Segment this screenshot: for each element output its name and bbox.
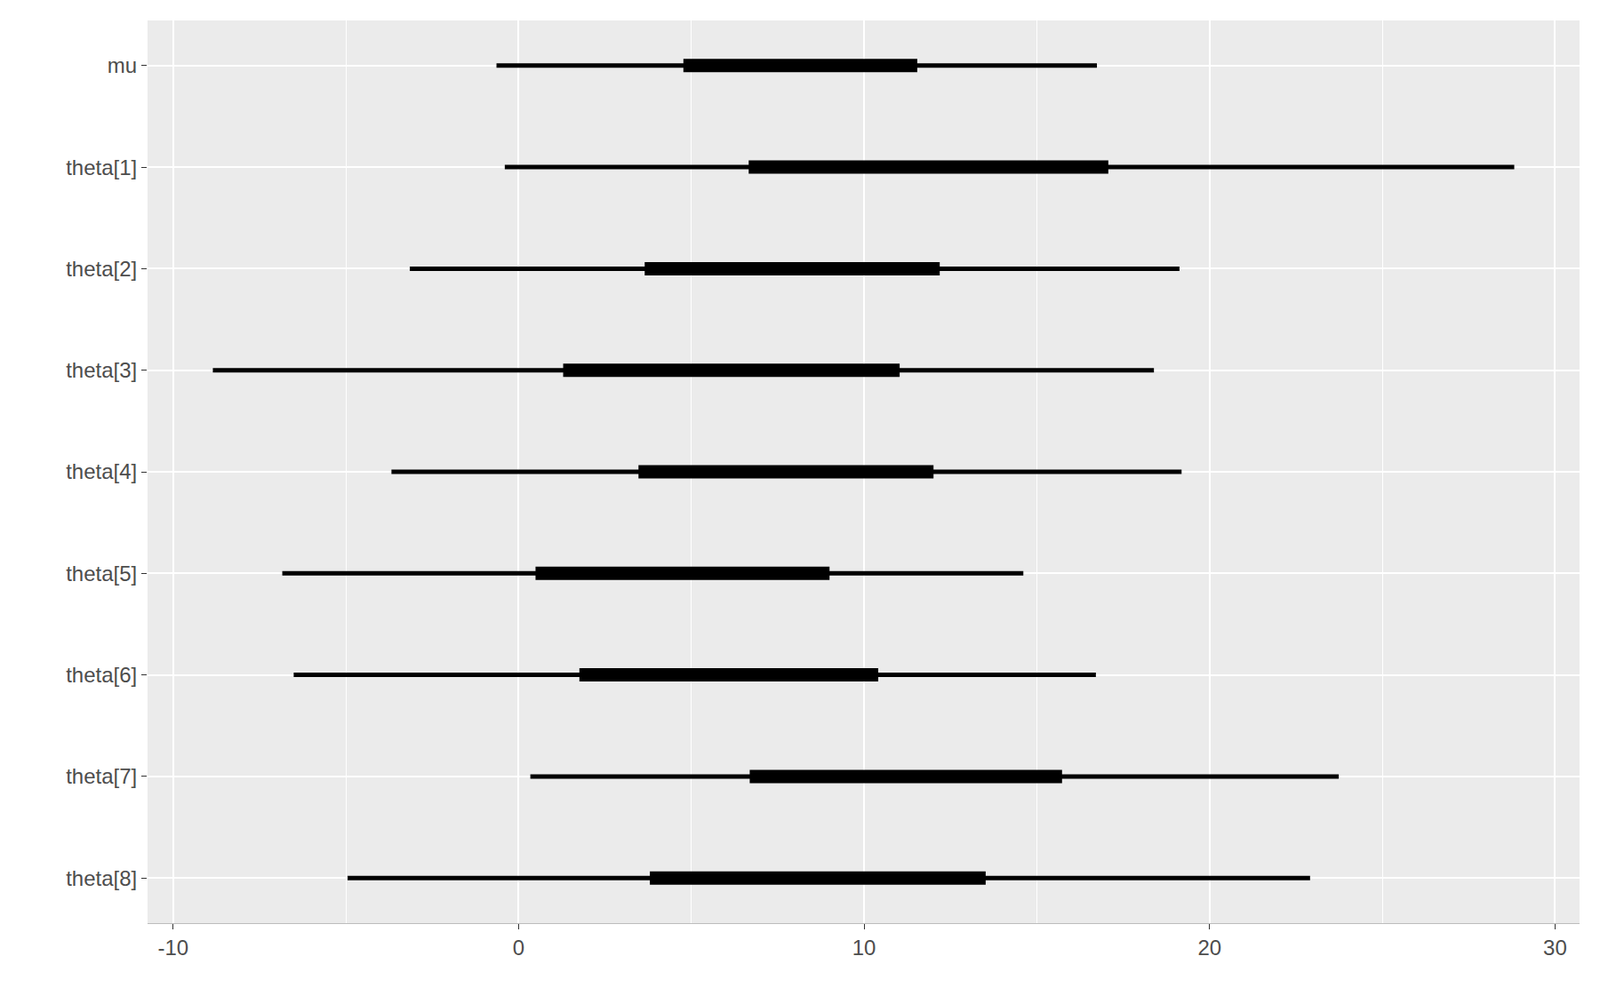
svg-text:theta[6]: theta[6]	[65, 663, 137, 688]
svg-text:0: 0	[512, 936, 525, 960]
svg-text:30: 30	[1543, 936, 1568, 960]
svg-text:-10: -10	[157, 936, 189, 960]
svg-text:theta[3]: theta[3]	[65, 358, 137, 383]
svg-text:theta[1]: theta[1]	[65, 155, 137, 180]
svg-text:theta[5]: theta[5]	[65, 561, 137, 586]
svg-text:10: 10	[852, 936, 877, 960]
svg-text:20: 20	[1197, 936, 1222, 960]
svg-text:theta[4]: theta[4]	[65, 459, 137, 484]
svg-text:theta[8]: theta[8]	[65, 866, 137, 891]
svg-text:mu: mu	[107, 53, 137, 78]
svg-text:theta[7]: theta[7]	[65, 764, 137, 789]
svg-text:theta[2]: theta[2]	[65, 256, 137, 281]
